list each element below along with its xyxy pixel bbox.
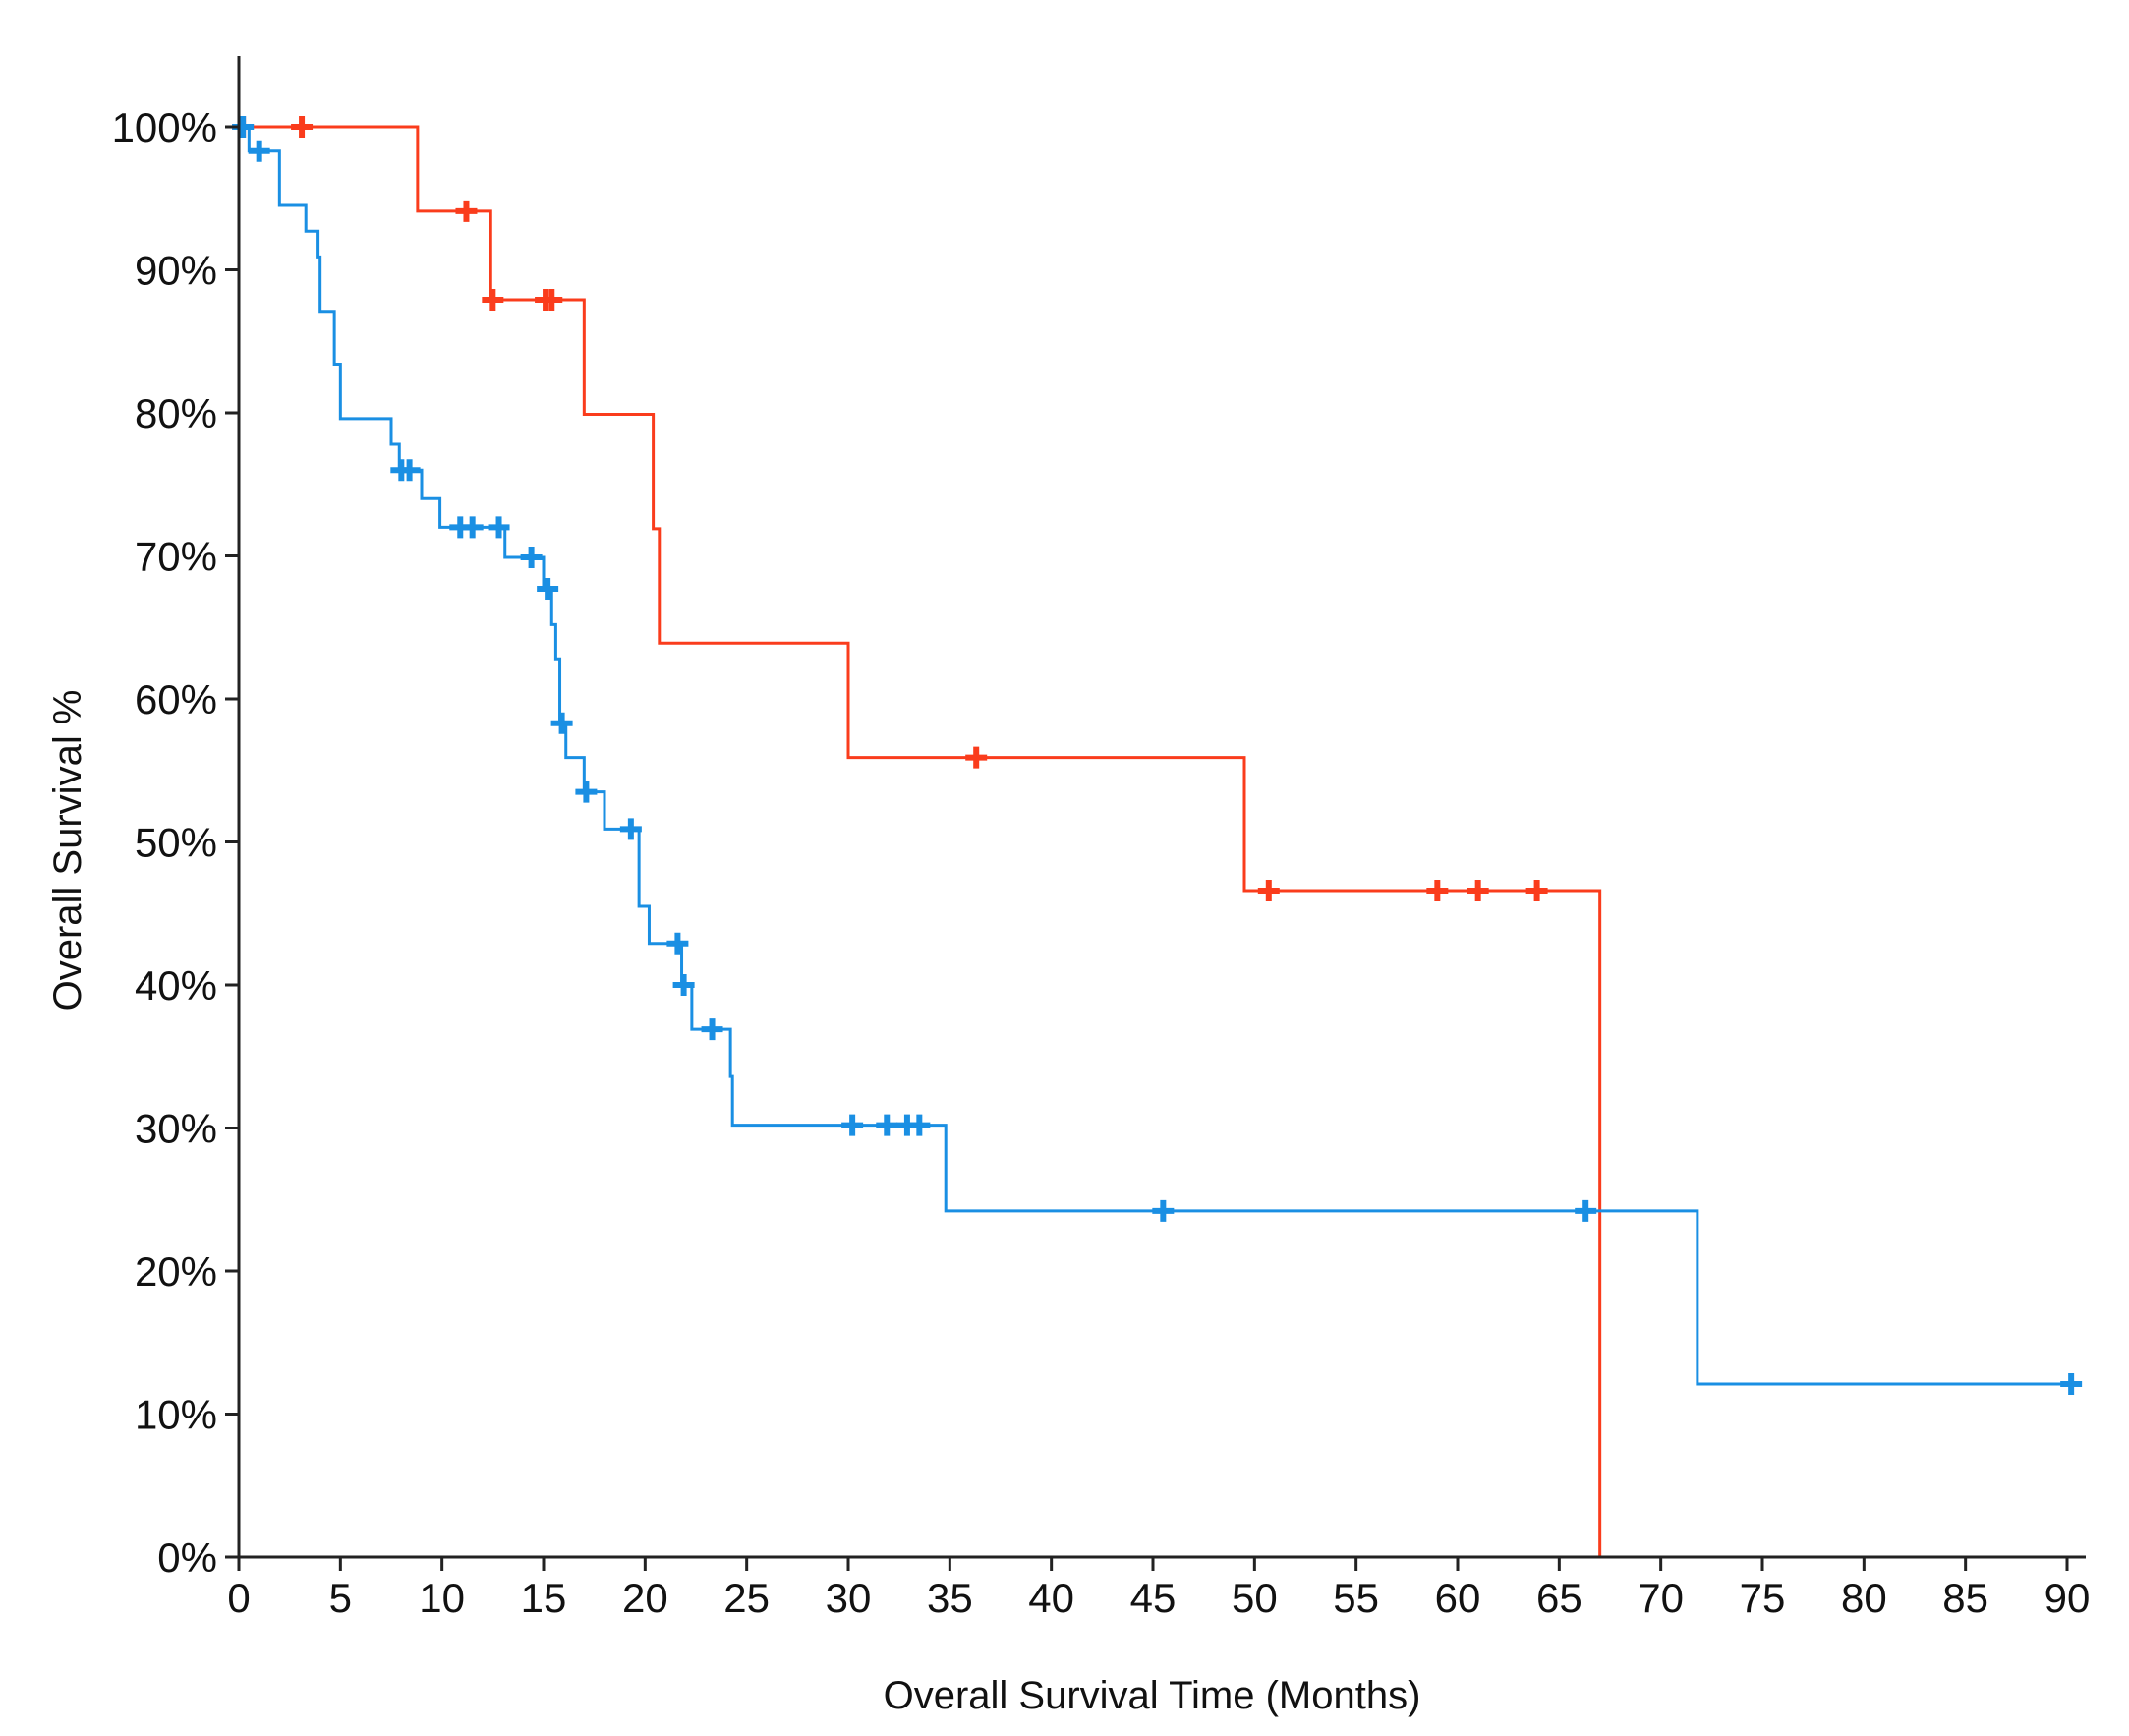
censor-mark-blue [876, 1114, 898, 1136]
x-tick-label: 70 [1638, 1575, 1684, 1621]
censor-mark-blue [908, 1114, 931, 1136]
y-tick-label: 40% [135, 962, 217, 1009]
y-tick-label: 90% [135, 248, 217, 294]
survival-curve-red [239, 125, 1602, 1557]
censor-mark-red [1525, 879, 1548, 901]
x-tick-label: 55 [1333, 1575, 1379, 1621]
y-tick-label: 80% [135, 390, 217, 436]
censor-mark-blue [398, 459, 421, 482]
x-axis: 0 5 10 15 20 25 30 35 40 45 50 55 60 65 70 75 80 85 90 [227, 1555, 2091, 1621]
censor-mark-blue [461, 516, 484, 539]
x-tick-label: 50 [1232, 1575, 1278, 1621]
x-tick-label: 15 [521, 1575, 567, 1621]
censor-mark-blue [248, 140, 270, 162]
censor-mark-blue [488, 516, 510, 539]
x-tick-label: 30 [826, 1575, 872, 1621]
censor-mark-blue [520, 546, 543, 568]
censor-mark-blue [619, 818, 642, 840]
x-tick-label: 45 [1130, 1575, 1177, 1621]
censor-mark-blue [1152, 1199, 1175, 1222]
x-tick-label: 35 [927, 1575, 973, 1621]
censor-mark-red [1467, 879, 1489, 901]
censor-mark-red [541, 289, 563, 312]
x-tick-label: 10 [419, 1575, 465, 1621]
y-tick-label: 70% [135, 534, 217, 580]
y-tick-label: 60% [135, 676, 217, 723]
y-tick-label: 10% [135, 1392, 217, 1438]
y-axis: 0% 10% 20% 30% 40% 50% 60% 70% 80% 90% 100% [112, 56, 241, 1581]
censor-mark-blue [537, 577, 559, 600]
censor-mark-blue [1575, 1199, 1597, 1222]
plot-area [232, 116, 2083, 1557]
x-tick-label: 85 [1942, 1575, 1988, 1621]
censor-mark-red [482, 289, 504, 312]
censor-mark-red [291, 116, 314, 138]
y-tick-label: 0% [157, 1534, 217, 1581]
censor-mark-blue [672, 974, 695, 996]
survival-curve-blue [239, 125, 2072, 1386]
censor-mark-blue [701, 1018, 723, 1041]
censor-mark-red [1426, 879, 1449, 901]
x-tick-label: 80 [1841, 1575, 1887, 1621]
series-blue [232, 116, 2083, 1395]
x-tick-label: 75 [1740, 1575, 1786, 1621]
censor-mark-blue [666, 932, 689, 955]
x-tick-label: 90 [2044, 1575, 2091, 1621]
x-tick-label: 40 [1028, 1575, 1074, 1621]
censor-mark-blue [575, 781, 598, 803]
y-tick-label: 30% [135, 1106, 217, 1152]
x-tick-label: 60 [1435, 1575, 1481, 1621]
censor-mark-red [1257, 879, 1280, 901]
censor-mark-blue [550, 712, 573, 734]
censor-mark-red [965, 746, 988, 769]
censor-mark-blue [2060, 1372, 2083, 1395]
censor-mark-blue [841, 1114, 864, 1136]
y-tick-label: 50% [135, 820, 217, 866]
censor-mark-red [455, 200, 478, 222]
series-red [232, 116, 1602, 1557]
x-tick-label: 0 [227, 1575, 250, 1621]
y-axis-title: Overall Survival % [46, 690, 89, 1012]
x-tick-label: 25 [723, 1575, 770, 1621]
x-axis-title: Overall Survival Time (Months) [884, 1674, 1421, 1717]
x-tick-label: 65 [1536, 1575, 1582, 1621]
x-tick-label: 20 [622, 1575, 668, 1621]
y-tick-label: 20% [135, 1248, 217, 1295]
x-tick-label: 5 [329, 1575, 352, 1621]
y-tick-label: 100% [112, 104, 217, 150]
